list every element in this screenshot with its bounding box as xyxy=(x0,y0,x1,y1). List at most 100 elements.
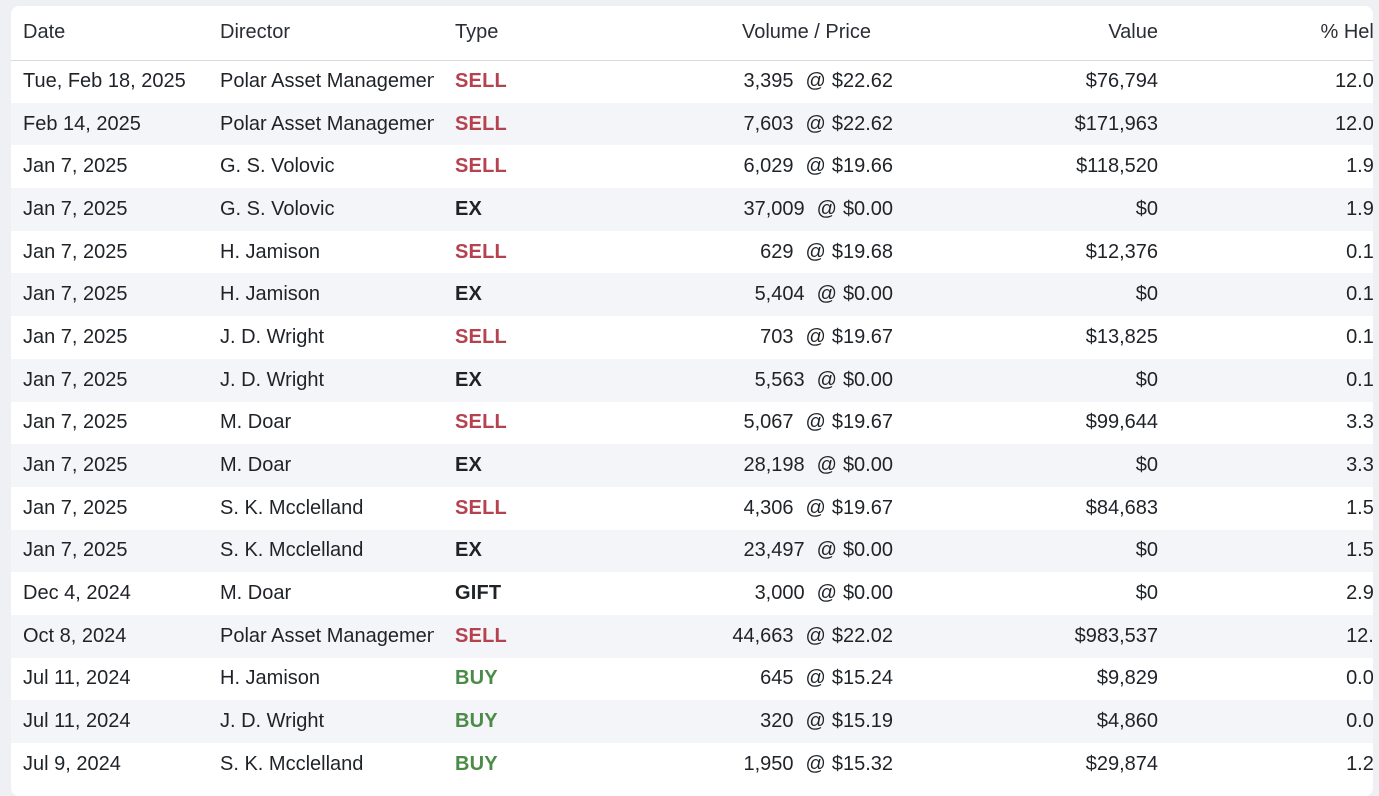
table-row[interactable]: Oct 8, 2024 Polar Asset Management Partn… xyxy=(11,614,1373,658)
transaction-type-label: EX xyxy=(455,197,483,220)
column-header-volume-price[interactable]: Volume / Price xyxy=(742,21,871,44)
transaction-type-label: SELL xyxy=(455,240,507,263)
volume-price-cell: 5,067 @ $19.67 xyxy=(550,402,893,445)
director-name: G. S. Volovic xyxy=(220,197,335,220)
volume-price-cell: 5,404 @ $0.00 xyxy=(550,273,893,316)
table-row[interactable]: Jan 7, 2025 M. Doar EX 28,198 @ $0.00 $0… xyxy=(11,444,1373,487)
price-value: $15.24 xyxy=(831,667,893,690)
volume-price-cell: 28,198 @ $0.00 xyxy=(550,444,893,487)
volume-value: 4,306 xyxy=(743,496,794,519)
held-cell: 0.15 xyxy=(1346,283,1373,306)
director-cell: H. Jamison xyxy=(220,231,455,274)
type-cell: EX xyxy=(455,273,550,316)
date-cell: Jan 7, 2025 xyxy=(23,325,128,348)
volume-price-cell: 629 @ $19.68 xyxy=(550,231,893,274)
table-row[interactable]: Jan 7, 2025 G. S. Volovic SELL 6,029 @ $… xyxy=(11,145,1373,188)
type-cell: SELL xyxy=(455,402,550,445)
at-separator: @ xyxy=(805,752,826,775)
type-cell: EX xyxy=(455,444,550,487)
transaction-type-label: EX xyxy=(455,454,483,477)
table-row[interactable]: Jul 9, 2024 S. K. Mcclelland BUY 1,950 @… xyxy=(11,743,1373,786)
at-separator: @ xyxy=(805,240,826,263)
director-name: H. Jamison xyxy=(220,283,321,306)
held-cell: 0.08 xyxy=(1346,710,1373,733)
insider-trades-table: Date Director Type Volume / Price Value … xyxy=(11,6,1373,786)
value-cell: $0 xyxy=(1135,582,1158,605)
value-cell: $0 xyxy=(1135,368,1158,391)
column-header-value[interactable]: Value xyxy=(1108,21,1158,44)
price-value: $0.00 xyxy=(842,582,893,605)
volume-value: 3,000 xyxy=(754,582,805,605)
type-cell: SELL xyxy=(455,60,550,103)
date-cell: Jan 7, 2025 xyxy=(23,539,128,562)
value-cell: $983,537 xyxy=(1074,624,1158,647)
column-header-type[interactable]: Type xyxy=(455,21,499,44)
transaction-type-label: SELL xyxy=(455,411,507,434)
director-name: S. K. Mcclelland xyxy=(220,539,364,562)
transaction-type-label: SELL xyxy=(455,624,507,647)
director-cell: J. D. Wright xyxy=(220,700,455,743)
held-cell: 3.34 xyxy=(1346,411,1373,434)
transaction-type-label: GIFT xyxy=(455,582,502,605)
table-row[interactable]: Jan 7, 2025 H. Jamison EX 5,404 @ $0.00 … xyxy=(11,273,1373,317)
type-cell: SELL xyxy=(455,487,550,530)
table-row[interactable]: Jan 7, 2025 S. K. Mcclelland EX 23,497 @… xyxy=(11,529,1373,573)
volume-price-cell: 645 @ $15.24 xyxy=(550,658,893,701)
value-cell: $0 xyxy=(1135,197,1158,220)
director-cell: J. D. Wright xyxy=(220,359,455,402)
type-cell: BUY xyxy=(455,700,550,743)
volume-value: 28,198 xyxy=(743,454,805,477)
value-cell: $0 xyxy=(1135,539,1158,562)
transaction-type-label: BUY xyxy=(455,710,498,733)
held-cell: 12.2 xyxy=(1346,624,1373,647)
director-name: G. S. Volovic xyxy=(220,155,335,178)
volume-price-cell: 44,663 @ $22.02 xyxy=(550,615,893,658)
column-header-held[interactable]: % Held xyxy=(1320,21,1373,44)
director-name: M. Doar xyxy=(220,582,292,605)
price-value: $15.32 xyxy=(831,752,893,775)
director-name: Polar Asset Management Partners xyxy=(220,70,434,93)
table-row[interactable]: Jan 7, 2025 J. D. Wright SELL 703 @ $19.… xyxy=(11,316,1373,359)
transaction-type-label: EX xyxy=(455,368,483,391)
held-cell: 0.08 xyxy=(1346,667,1373,690)
date-cell: Jul 11, 2024 xyxy=(23,667,131,690)
value-cell: $9,829 xyxy=(1096,667,1158,690)
transaction-type-label: SELL xyxy=(455,70,507,93)
price-value: $19.68 xyxy=(831,240,893,263)
table-row[interactable]: Tue, Feb 18, 2025 Polar Asset Management… xyxy=(11,60,1373,103)
table-row[interactable]: Feb 14, 2025 Polar Asset Management Part… xyxy=(11,102,1373,146)
held-cell: 0.15 xyxy=(1346,240,1373,263)
director-cell: Polar Asset Management Partners xyxy=(220,103,455,146)
volume-value: 703 xyxy=(760,325,794,348)
table-row[interactable]: Jan 7, 2025 H. Jamison SELL 629 @ $19.68… xyxy=(11,231,1373,274)
table-row[interactable]: Jul 11, 2024 J. D. Wright BUY 320 @ $15.… xyxy=(11,700,1373,743)
value-cell: $118,520 xyxy=(1076,155,1158,178)
table-row[interactable]: Jan 7, 2025 J. D. Wright EX 5,563 @ $0.0… xyxy=(11,358,1373,402)
table-row[interactable]: Jan 7, 2025 S. K. Mcclelland SELL 4,306 … xyxy=(11,487,1373,530)
held-cell: 1.56 xyxy=(1346,496,1373,519)
price-value: $0.00 xyxy=(842,454,893,477)
date-cell: Jan 7, 2025 xyxy=(23,240,128,263)
held-cell: 1.25 xyxy=(1346,752,1373,775)
at-separator: @ xyxy=(816,197,837,220)
price-value: $0.00 xyxy=(842,368,893,391)
table-row[interactable]: Dec 4, 2024 M. Doar GIFT 3,000 @ $0.00 $… xyxy=(11,572,1373,615)
at-separator: @ xyxy=(816,283,837,306)
at-separator: @ xyxy=(805,155,826,178)
volume-price-cell: 23,497 @ $0.00 xyxy=(550,530,893,573)
type-cell: SELL xyxy=(455,231,550,274)
table-row[interactable]: Jul 11, 2024 H. Jamison BUY 645 @ $15.24… xyxy=(11,658,1373,701)
table-row[interactable]: Jan 7, 2025 M. Doar SELL 5,067 @ $19.67 … xyxy=(11,402,1373,445)
price-value: $22.62 xyxy=(831,70,893,93)
column-header-director[interactable]: Director xyxy=(220,21,291,44)
column-header-date[interactable]: Date xyxy=(23,21,66,44)
price-value: $19.67 xyxy=(831,411,893,434)
volume-value: 1,950 xyxy=(743,752,794,775)
price-value: $22.62 xyxy=(831,112,893,135)
table-row[interactable]: Jan 7, 2025 G. S. Volovic EX 37,009 @ $0… xyxy=(11,188,1373,231)
at-separator: @ xyxy=(805,496,826,519)
value-cell: $76,794 xyxy=(1085,70,1158,93)
transaction-type-label: SELL xyxy=(455,155,507,178)
type-cell: EX xyxy=(455,359,550,402)
director-cell: M. Doar xyxy=(220,402,455,445)
